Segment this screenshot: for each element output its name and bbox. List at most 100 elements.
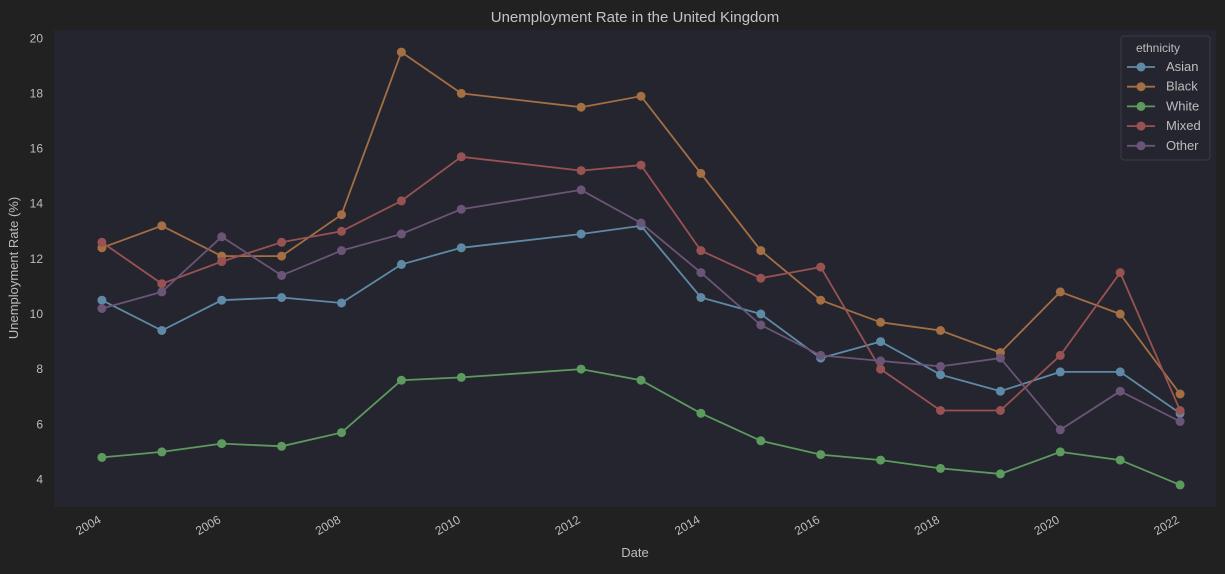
legend-label: White (1166, 98, 1199, 113)
legend: ethnicity Asian Black White Mixed Other (1120, 35, 1211, 161)
data-point (756, 246, 766, 256)
data-point (157, 447, 167, 457)
data-point (277, 293, 287, 302)
y-tick-label: 18 (30, 86, 44, 100)
data-point (876, 455, 886, 465)
data-point (995, 406, 1005, 415)
x-tick-label: 2014 (672, 512, 702, 538)
series-asian (97, 221, 1185, 418)
legend-item-other: Other (1127, 138, 1199, 153)
data-point (636, 91, 646, 101)
data-point (696, 268, 706, 278)
data-point (217, 439, 227, 449)
data-point (337, 428, 346, 438)
data-point (816, 262, 826, 272)
data-point (396, 375, 406, 385)
legend-marker (1136, 82, 1146, 92)
series-mixed (97, 152, 1185, 415)
data-point (1175, 480, 1185, 490)
x-tick-label: 2004 (73, 512, 103, 538)
data-point (217, 295, 227, 305)
data-point (157, 326, 167, 335)
data-point (157, 287, 167, 297)
data-point (277, 251, 287, 261)
data-point (576, 102, 586, 112)
data-point (576, 166, 586, 176)
data-point (936, 463, 945, 473)
data-point (756, 273, 766, 283)
data-point (576, 364, 586, 374)
legend-marker (1136, 101, 1146, 111)
plot-area (54, 30, 1216, 507)
y-tick-label: 14 (30, 197, 44, 211)
data-point (1115, 309, 1125, 319)
data-point (1175, 417, 1185, 426)
data-point (396, 47, 406, 57)
data-point (936, 361, 945, 371)
series-white (97, 364, 1185, 490)
series-line (101, 368, 1181, 486)
data-point (1175, 406, 1185, 415)
series-other (97, 185, 1185, 435)
y-tick-label: 12 (30, 252, 44, 266)
data-point (1175, 389, 1185, 399)
data-point (277, 270, 287, 280)
series-line (101, 188, 1181, 431)
data-point (876, 364, 886, 374)
data-point (636, 375, 646, 385)
data-point (1055, 367, 1065, 377)
data-point (1055, 447, 1065, 457)
data-point (456, 204, 466, 214)
legend-item-white: White (1127, 98, 1199, 113)
data-point (337, 298, 346, 308)
data-point (396, 229, 406, 239)
data-point (816, 350, 826, 360)
data-point (636, 160, 646, 170)
data-point (277, 441, 287, 451)
x-axis-label: Date (621, 545, 648, 560)
data-point (217, 232, 227, 242)
y-tick-label: 4 (36, 472, 43, 486)
legend-marker (1136, 141, 1146, 151)
data-point (696, 168, 706, 178)
data-point (576, 185, 586, 195)
data-point (995, 353, 1005, 363)
data-point (995, 469, 1005, 479)
data-point (1115, 268, 1125, 278)
x-tick-label: 2020 (1032, 512, 1062, 538)
legend-item-mixed: Mixed (1127, 118, 1201, 133)
y-tick-label: 8 (36, 362, 43, 376)
data-point (337, 226, 346, 236)
data-point (1055, 425, 1065, 435)
data-point (936, 406, 945, 415)
x-tick-label: 2018 (912, 512, 942, 538)
data-point (576, 229, 586, 239)
data-point (756, 436, 766, 446)
x-tick-label: 2008 (313, 512, 343, 538)
data-point (97, 452, 107, 462)
data-point (816, 450, 826, 460)
data-point (456, 243, 466, 253)
data-point (696, 293, 706, 302)
data-point (1115, 455, 1125, 465)
data-point (217, 257, 227, 267)
data-point (157, 221, 167, 231)
data-point (696, 246, 706, 256)
data-point (337, 246, 346, 256)
data-point (936, 370, 945, 380)
data-point (876, 317, 886, 327)
data-point (97, 304, 107, 313)
data-point (456, 372, 466, 382)
data-point (876, 337, 886, 347)
data-point (1055, 350, 1065, 360)
data-point (157, 279, 167, 289)
y-tick-label: 20 (30, 31, 44, 45)
data-point (876, 356, 886, 366)
x-tick-label: 2006 (193, 512, 223, 538)
data-point (936, 326, 945, 335)
data-point (696, 408, 706, 418)
series-layer (97, 47, 1185, 490)
data-point (396, 196, 406, 206)
